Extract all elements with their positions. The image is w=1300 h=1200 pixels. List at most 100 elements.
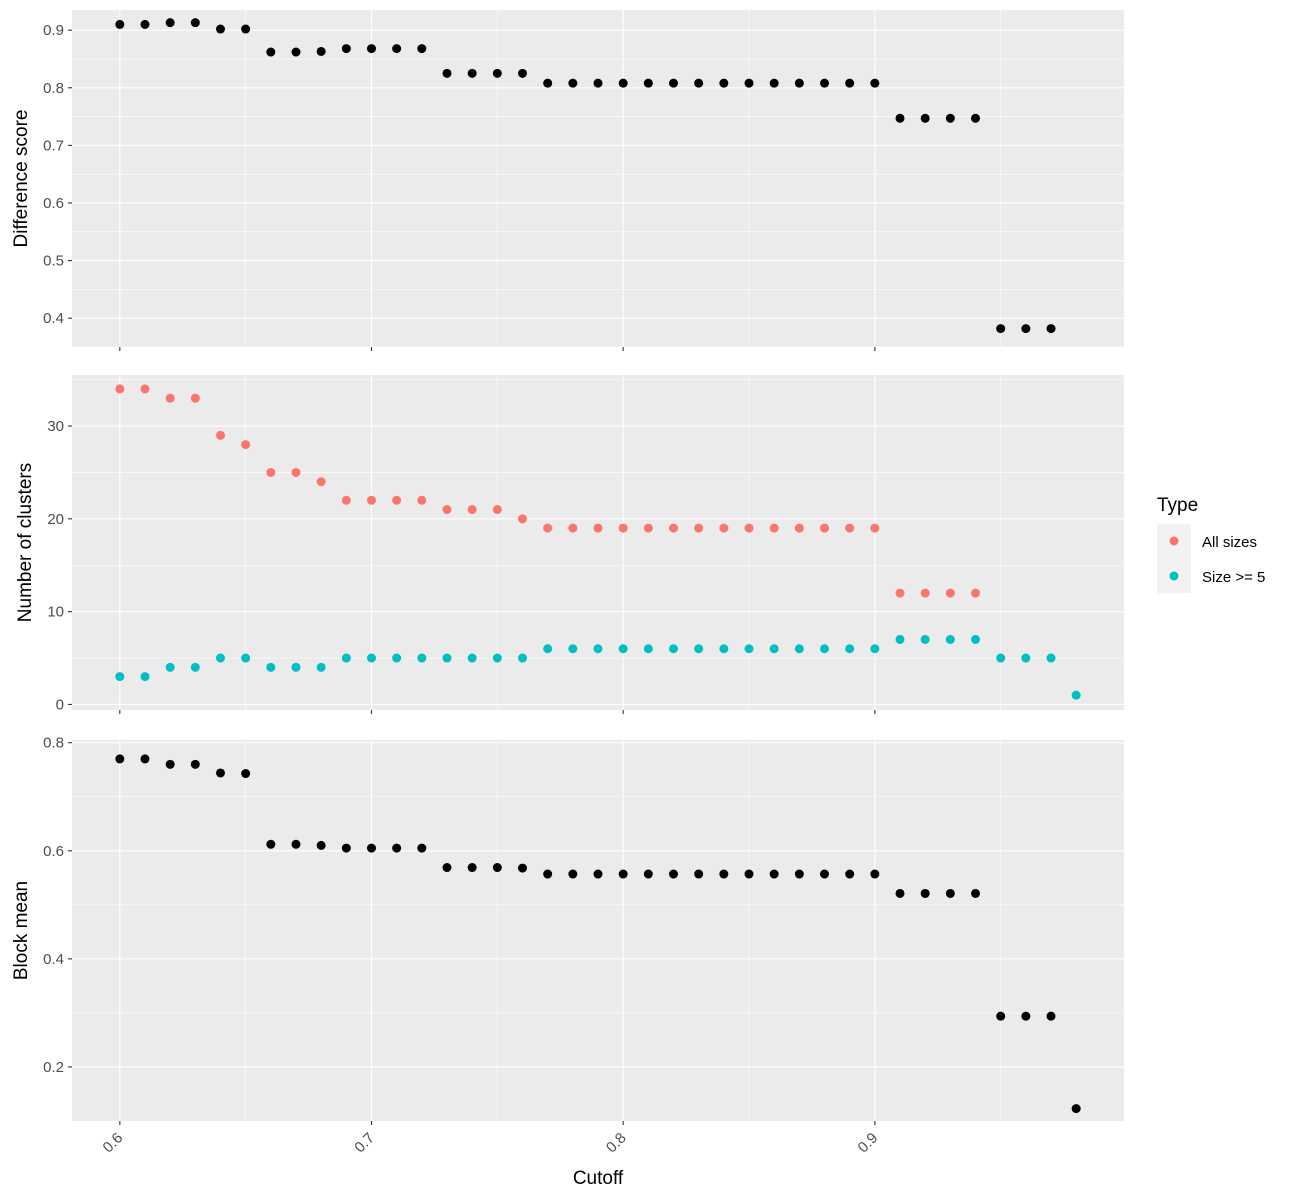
data-point [366, 653, 376, 663]
points-layer [115, 384, 1081, 700]
data-point [769, 78, 779, 88]
data-point [291, 47, 301, 57]
data-point [115, 672, 125, 682]
data-point [568, 523, 578, 533]
y-axis: 0 10 20 30 [47, 418, 72, 713]
data-point [643, 523, 653, 533]
data-point [517, 863, 527, 873]
data-point [417, 843, 427, 853]
data-point [568, 644, 578, 654]
data-point [845, 78, 855, 88]
data-point [669, 523, 679, 533]
legend-marker [1169, 536, 1179, 546]
data-point [392, 495, 402, 505]
y-tick-label: 30 [47, 418, 64, 435]
panel-background [72, 740, 1124, 1121]
data-point [115, 384, 125, 394]
data-point [1021, 653, 1031, 663]
data-point [366, 843, 376, 853]
data-point [895, 634, 905, 644]
data-point [1071, 690, 1081, 700]
data-point [316, 662, 326, 672]
panel-grid [72, 10, 1124, 348]
legend-item-size-5: Size >= 5 [1157, 558, 1265, 593]
data-point [341, 843, 351, 853]
y-tick-label: 0.6 [43, 843, 64, 860]
data-point [165, 662, 175, 672]
data-point [190, 18, 200, 28]
x-tick-label: 0.9 [855, 1130, 882, 1157]
data-point [291, 662, 301, 672]
data-point [719, 869, 729, 879]
data-point [593, 644, 603, 654]
data-point [1071, 1104, 1081, 1114]
data-point [417, 653, 427, 663]
legend-marker [1169, 571, 1179, 581]
y-tick-label: 0.7 [43, 137, 64, 154]
data-point [794, 523, 804, 533]
data-point [266, 467, 276, 477]
data-point [241, 24, 251, 34]
data-point [215, 24, 225, 34]
data-point [442, 505, 452, 515]
data-point [517, 514, 527, 524]
legend: Type All sizes Size >= 5 [1157, 495, 1265, 593]
data-point [1021, 1011, 1031, 1021]
data-point [467, 863, 477, 873]
data-point [1046, 1011, 1056, 1021]
y-tick-label: 0.8 [43, 80, 64, 97]
data-point [643, 78, 653, 88]
data-point [694, 523, 704, 533]
data-point [291, 839, 301, 849]
data-point [618, 523, 628, 533]
data-point [266, 839, 276, 849]
y-tick-label: 0.6 [43, 195, 64, 212]
data-point [543, 869, 553, 879]
y-axis: 0.4 0.5 0.6 0.7 0.8 0.9 [43, 22, 72, 327]
data-point [845, 869, 855, 879]
data-point [593, 869, 603, 879]
data-point [190, 759, 200, 769]
data-point [996, 324, 1006, 334]
data-point [694, 78, 704, 88]
points-layer [115, 754, 1081, 1114]
data-point [215, 768, 225, 778]
data-point [593, 523, 603, 533]
y-tick-label: 20 [47, 511, 64, 528]
block-mean-panel: 0.2 0.4 0.6 0.8 Block mean [11, 735, 1124, 1121]
data-point [190, 662, 200, 672]
data-point [442, 653, 452, 663]
data-point [165, 393, 175, 403]
data-point [140, 19, 150, 29]
data-point [794, 644, 804, 654]
data-point [971, 113, 981, 123]
data-point [920, 113, 930, 123]
x-tick-label: 0.6 [100, 1130, 127, 1157]
data-point [845, 523, 855, 533]
data-point [417, 495, 427, 505]
data-point [467, 68, 477, 78]
data-point [392, 653, 402, 663]
y-tick-label: 0.5 [43, 253, 64, 270]
data-point [694, 644, 704, 654]
data-point [744, 869, 754, 879]
data-point [392, 843, 402, 853]
x-tick-label: 0.8 [603, 1130, 630, 1157]
data-point [996, 653, 1006, 663]
data-point [820, 78, 830, 88]
data-point [568, 869, 578, 879]
data-point [392, 44, 402, 54]
data-point [945, 588, 955, 598]
data-point [492, 505, 502, 515]
legend-item-all-sizes: All sizes [1157, 524, 1257, 558]
data-point [971, 634, 981, 644]
data-point [492, 863, 502, 873]
y-tick-label: 0 [56, 696, 64, 713]
data-point [669, 78, 679, 88]
data-point [971, 888, 981, 898]
data-point [140, 754, 150, 764]
data-point [769, 644, 779, 654]
panel-background [72, 10, 1124, 347]
y-axis-title: Difference score [11, 110, 32, 248]
data-point [366, 44, 376, 54]
